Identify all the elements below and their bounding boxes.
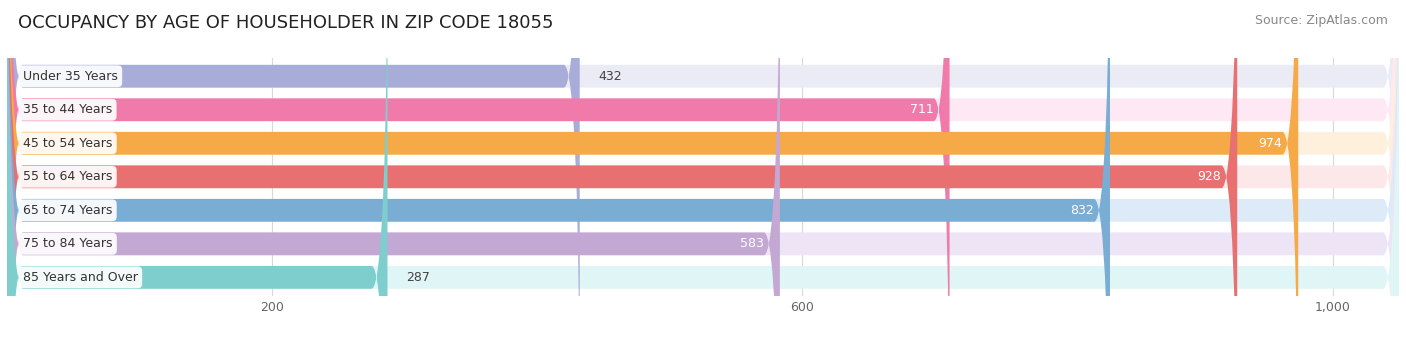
FancyBboxPatch shape [7, 0, 1109, 340]
Text: 287: 287 [406, 271, 430, 284]
FancyBboxPatch shape [7, 0, 1399, 340]
Text: Source: ZipAtlas.com: Source: ZipAtlas.com [1254, 14, 1388, 27]
FancyBboxPatch shape [7, 0, 1399, 340]
FancyBboxPatch shape [7, 0, 780, 340]
Text: 711: 711 [910, 103, 934, 116]
FancyBboxPatch shape [7, 0, 949, 340]
FancyBboxPatch shape [7, 0, 1237, 340]
Text: 45 to 54 Years: 45 to 54 Years [22, 137, 112, 150]
Text: 928: 928 [1198, 170, 1222, 183]
FancyBboxPatch shape [7, 0, 1399, 340]
FancyBboxPatch shape [7, 0, 579, 340]
FancyBboxPatch shape [7, 0, 1399, 340]
Text: 832: 832 [1070, 204, 1094, 217]
Text: 65 to 74 Years: 65 to 74 Years [22, 204, 112, 217]
Text: 583: 583 [740, 237, 763, 250]
FancyBboxPatch shape [7, 0, 1399, 340]
FancyBboxPatch shape [7, 0, 1298, 340]
Text: 85 Years and Over: 85 Years and Over [22, 271, 138, 284]
Text: OCCUPANCY BY AGE OF HOUSEHOLDER IN ZIP CODE 18055: OCCUPANCY BY AGE OF HOUSEHOLDER IN ZIP C… [18, 14, 554, 32]
Text: 55 to 64 Years: 55 to 64 Years [22, 170, 112, 183]
Text: Under 35 Years: Under 35 Years [22, 70, 118, 83]
Text: 75 to 84 Years: 75 to 84 Years [22, 237, 112, 250]
FancyBboxPatch shape [7, 0, 388, 340]
Text: 35 to 44 Years: 35 to 44 Years [22, 103, 112, 116]
FancyBboxPatch shape [7, 0, 1399, 340]
Text: 432: 432 [599, 70, 621, 83]
Text: 974: 974 [1258, 137, 1282, 150]
FancyBboxPatch shape [7, 0, 1399, 340]
